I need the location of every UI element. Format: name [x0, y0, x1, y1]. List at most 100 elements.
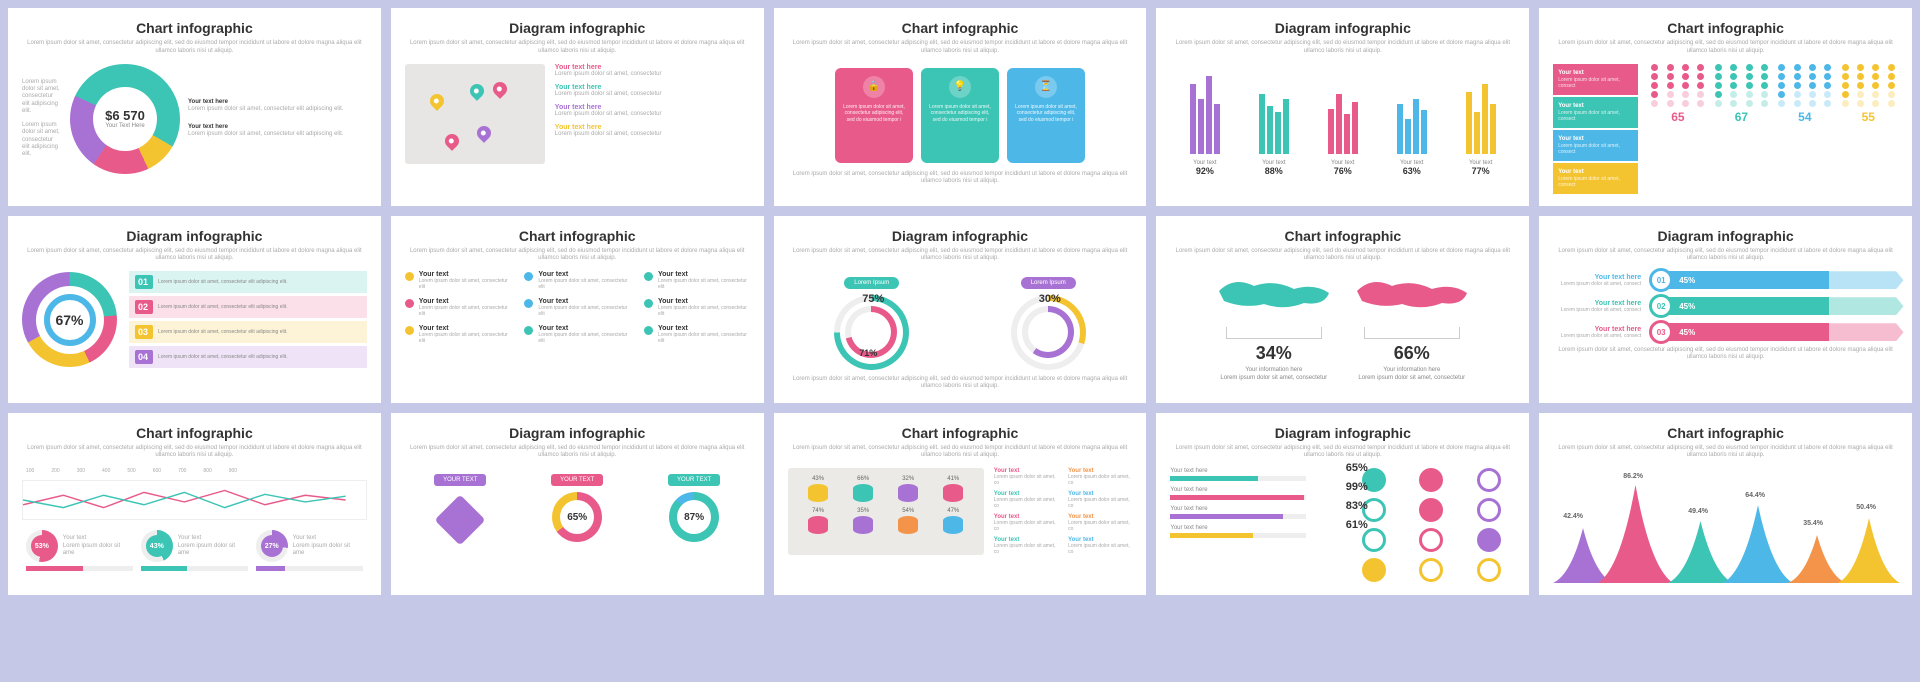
card-title: Chart infographic	[788, 425, 1133, 441]
legend-item: Your textLorem ipsum dolor sit amet, co	[994, 491, 1058, 509]
line-chart	[22, 480, 367, 520]
bar-group	[1259, 94, 1289, 154]
card: Chart infographic Lorem ipsum dolor sit …	[774, 8, 1147, 206]
legend-item: Your textLorem ipsum dolor sit amet, co	[1068, 491, 1132, 509]
legend-item: Your textLorem ipsum dolor sit amet, co	[1068, 537, 1132, 555]
card: Diagram infographic Lorem ipsum dolor si…	[391, 413, 764, 596]
bullet-item: Your textLorem ipsum dolor sit amet, con…	[644, 298, 750, 317]
stat-block: 27%Your textLorem ipsum dolor sit ame	[252, 526, 367, 575]
card-icon: 🔒	[863, 76, 885, 98]
progress-row: Your text hereLorem ipsum dolor sit amet…	[1553, 297, 1898, 315]
shape-column: YOUR TEXT 65%	[522, 468, 633, 548]
dot-column: 65	[1648, 64, 1707, 194]
bullet-item: Your textLorem ipsum dolor sit amet, con…	[524, 325, 630, 344]
legend-item: Your text hereLorem ipsum dolor sit amet…	[555, 84, 750, 98]
card: Chart infographic Lorem ipsum dolor sit …	[391, 216, 764, 403]
legend-item: Your text hereLorem ipsum dolor sit amet…	[555, 104, 750, 118]
card: Chart infographic Lorem ipsum dolor sit …	[1156, 216, 1529, 403]
legend-box: Your textLorem ipsum dolor sit amet, con…	[1553, 163, 1638, 194]
card-title: Diagram infographic	[1553, 228, 1898, 244]
bullet-item: Your textLorem ipsum dolor sit amet, con…	[524, 271, 630, 290]
bullet-item: Your textLorem ipsum dolor sit amet, con…	[524, 298, 630, 317]
cylinder-chart: 43%66%32%41% 74%35%54%47%	[788, 468, 984, 555]
dot-column: 67	[1712, 64, 1771, 194]
card-subtitle: Lorem ipsum dolor sit amet, consectetur …	[1170, 248, 1515, 264]
bar-group	[1397, 99, 1427, 154]
footer-text: Lorem ipsum dolor sit amet, consectetur …	[1553, 347, 1898, 361]
info-card: 💡 Lorem ipsum dolor sit amet, consectetu…	[921, 68, 999, 163]
side-text: Lorem ipsum dolor sit amet, consectetur …	[22, 79, 62, 158]
list-item: 01Lorem ipsum dolor sit amet, consectetu…	[129, 271, 367, 293]
list-item: 02Lorem ipsum dolor sit amet, consectetu…	[129, 296, 367, 318]
footer-text: Lorem ipsum dolor sit amet, consectetur …	[788, 376, 1133, 390]
card-subtitle: Lorem ipsum dolor sit amet, consectetur …	[405, 445, 750, 461]
dot-column: 55	[1839, 64, 1898, 194]
list-item: 03Lorem ipsum dolor sit amet, consectetu…	[129, 321, 367, 343]
card-title: Chart infographic	[22, 20, 367, 36]
donut-label: Your Text Here	[105, 123, 145, 129]
card-subtitle: Lorem ipsum dolor sit amet, consectetur …	[788, 445, 1133, 461]
footer-text: Lorem ipsum dolor sit amet, consectetur …	[788, 171, 1133, 185]
map-pin	[427, 91, 447, 111]
map-pin	[490, 79, 510, 99]
legend-text: Your text hereLorem ipsum dolor sit amet…	[188, 99, 367, 113]
hbar-row: Your text here99%	[1170, 487, 1337, 500]
hbar-row: Your text here61%	[1170, 525, 1337, 538]
hbar-row: Your text here65%	[1170, 468, 1337, 481]
card: Chart infographic Lorem ipsum dolor sit …	[774, 413, 1147, 596]
list-item: 04Lorem ipsum dolor sit amet, consectetu…	[129, 346, 367, 368]
map-pin	[467, 81, 487, 101]
card-title: Diagram infographic	[405, 20, 750, 36]
card-icon: ⏳	[1035, 76, 1057, 98]
card-subtitle: Lorem ipsum dolor sit amet, consectetur …	[1170, 40, 1515, 56]
bar-group	[1328, 94, 1358, 154]
map-pin	[442, 131, 462, 151]
card-title: Chart infographic	[788, 20, 1133, 36]
card: Diagram infographic Lorem ipsum dolor si…	[1156, 8, 1529, 206]
bullet-item: Your textLorem ipsum dolor sit amet, con…	[644, 271, 750, 290]
card: Chart infographic Lorem ipsum dolor sit …	[8, 413, 381, 596]
legend-item: Your textLorem ipsum dolor sit amet, co	[994, 468, 1058, 486]
info-card: 🔒 Lorem ipsum dolor sit amet, consectetu…	[835, 68, 913, 163]
legend-box: Your textLorem ipsum dolor sit amet, con…	[1553, 64, 1638, 95]
card-subtitle: Lorem ipsum dolor sit amet, consectetur …	[788, 248, 1133, 264]
bar-group	[1466, 84, 1496, 154]
progress-row: Your text hereLorem ipsum dolor sit amet…	[1553, 323, 1898, 341]
card: Diagram infographic Lorem ipsum dolor si…	[391, 8, 764, 206]
info-card: ⏳ Lorem ipsum dolor sit amet, consectetu…	[1007, 68, 1085, 163]
legend-item: Your textLorem ipsum dolor sit amet, co	[1068, 514, 1132, 532]
card-title: Chart infographic	[22, 425, 367, 441]
card-title: Chart infographic	[1170, 228, 1515, 244]
map-pin	[474, 123, 494, 143]
donut-chart: $6 570Your Text Here	[70, 64, 180, 174]
card: Diagram infographic Lorem ipsum dolor si…	[8, 216, 381, 403]
card: Diagram infographic Lorem ipsum dolor si…	[1539, 216, 1912, 403]
bar-label: Your text76%	[1331, 160, 1354, 176]
bullet-item: Your textLorem ipsum dolor sit amet, con…	[405, 271, 511, 290]
ring-value: 67%	[44, 294, 96, 346]
bar-chart	[1170, 64, 1515, 154]
stat-block: 43%Your textLorem ipsum dolor sit ame	[137, 526, 252, 575]
circle-grid	[1348, 468, 1515, 582]
card-subtitle: Lorem ipsum dolor sit amet, consectetur …	[22, 248, 367, 264]
card-subtitle: Lorem ipsum dolor sit amet, consectetur …	[22, 40, 367, 56]
legend-item: Your text hereLorem ipsum dolor sit amet…	[555, 124, 750, 138]
world-map	[405, 64, 545, 164]
card-title: Diagram infographic	[1170, 425, 1515, 441]
card: Diagram infographic Lorem ipsum dolor si…	[774, 216, 1147, 403]
legend-box: Your textLorem ipsum dolor sit amet, con…	[1553, 97, 1638, 128]
card-subtitle: Lorem ipsum dolor sit amet, consectetur …	[1170, 445, 1515, 461]
stat-block: 53%Your textLorem ipsum dolor sit ame	[22, 526, 137, 575]
card: Chart infographic Lorem ipsum dolor sit …	[1539, 413, 1912, 596]
card-title: Diagram infographic	[788, 228, 1133, 244]
card-title: Diagram infographic	[22, 228, 367, 244]
map-column: 34% Your information hereLorem ipsum dol…	[1214, 271, 1334, 383]
card: Chart infographic Lorem ipsum dolor sit …	[1539, 8, 1912, 206]
card-title: Chart infographic	[405, 228, 750, 244]
bar-label: Your text63%	[1400, 160, 1423, 176]
bar-label: Your text88%	[1262, 160, 1285, 176]
legend-text: Your text hereLorem ipsum dolor sit amet…	[188, 124, 367, 138]
ring-column: Lorem Ipsum 30%	[964, 271, 1132, 370]
card-subtitle: Lorem ipsum dolor sit amet, consectetur …	[22, 445, 367, 461]
card-subtitle: Lorem ipsum dolor sit amet, consectetur …	[1553, 40, 1898, 56]
